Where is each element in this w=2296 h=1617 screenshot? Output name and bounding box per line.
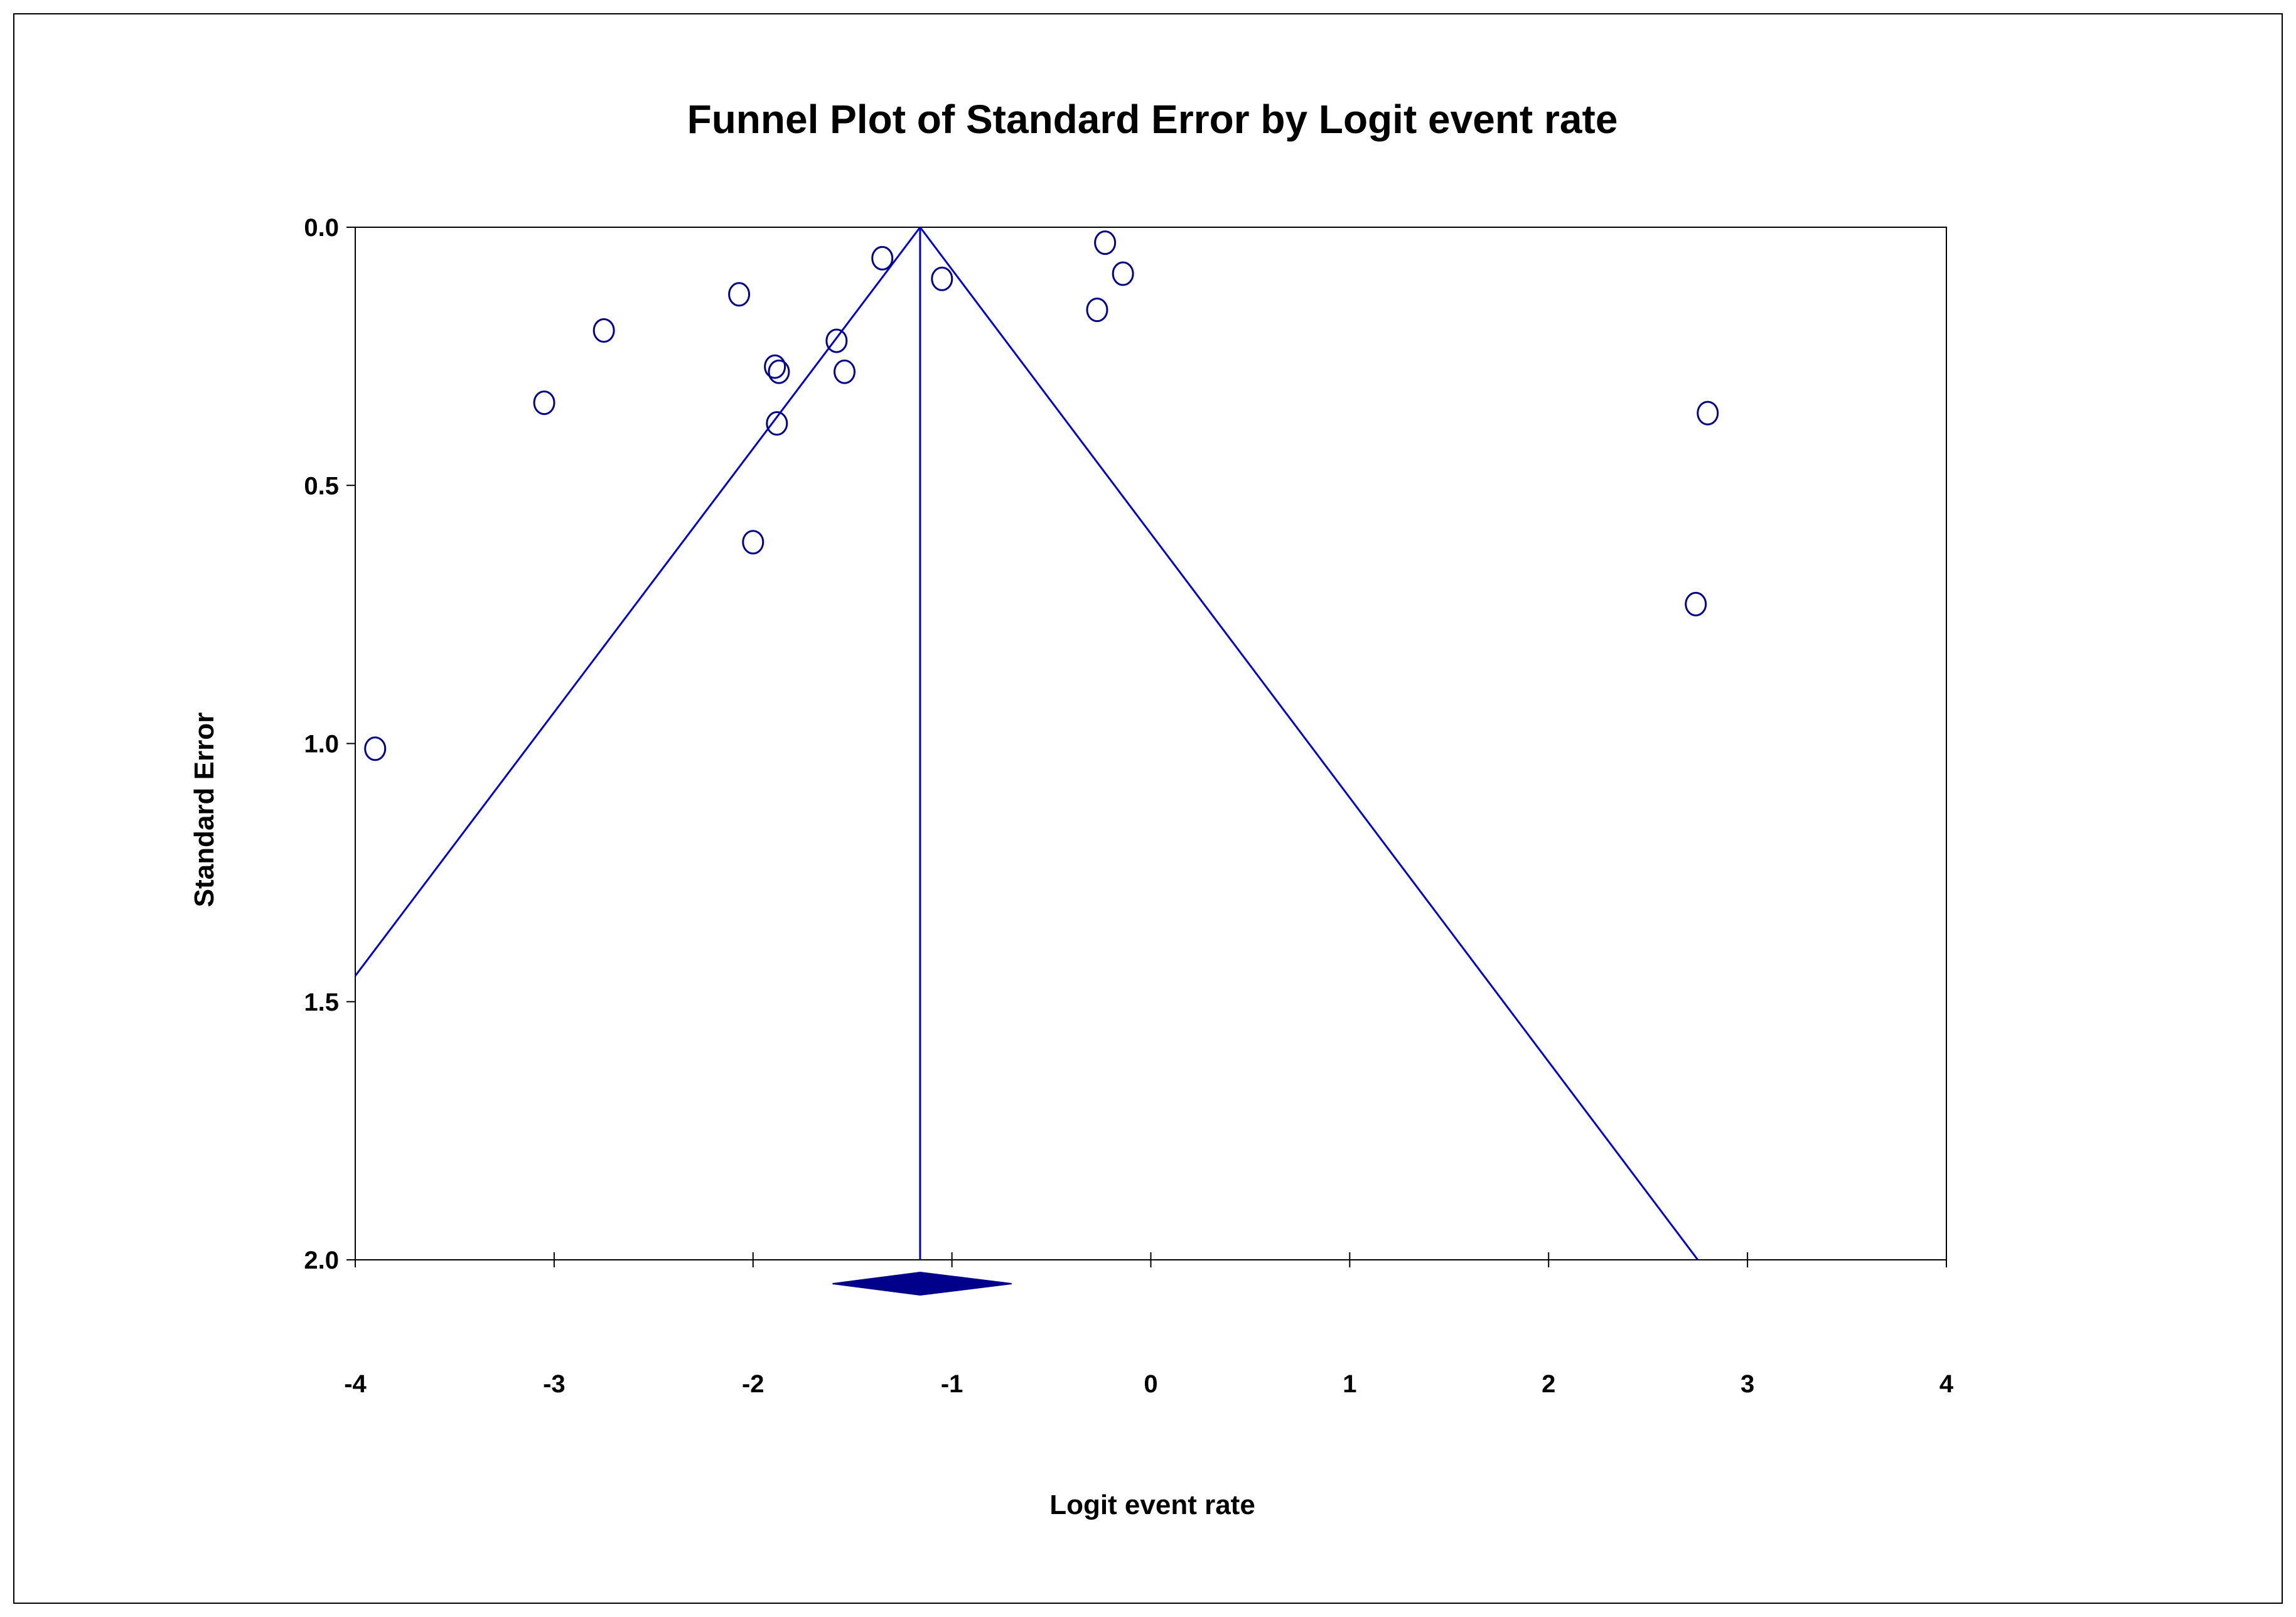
outer-border [13, 13, 2283, 1604]
data-points [364, 230, 1719, 761]
y-tick-label: 0.0 [304, 214, 339, 242]
study-point [871, 245, 894, 271]
y-axis-ticks: 0.0 0.5 1.0 1.5 2.0 [304, 214, 355, 1274]
x-tick-label: -3 [543, 1370, 566, 1398]
funnel-line-right [919, 227, 1699, 1260]
x-tick-label: -4 [344, 1370, 367, 1398]
chart-title: Funnel Plot of Standard Error by Logit e… [687, 97, 1618, 142]
study-point [742, 530, 764, 555]
study-point [1094, 230, 1117, 255]
study-point [1685, 591, 1707, 616]
study-point [1697, 400, 1719, 426]
study-point [766, 411, 788, 436]
study-point [728, 282, 751, 307]
study-point [1086, 298, 1108, 323]
summary-diamond [832, 1271, 1012, 1296]
x-tick-label: 4 [1939, 1370, 1954, 1398]
x-axis-title: Logit event rate [1049, 1490, 1255, 1520]
y-tick-label: 0.5 [304, 472, 339, 500]
x-axis-ticks: -4 -3 -2 -1 0 1 2 3 4 [344, 1252, 1954, 1398]
x-tick-label: 3 [1741, 1370, 1754, 1398]
x-tick-label: -2 [742, 1370, 764, 1398]
study-point [364, 736, 387, 761]
y-axis-title: Standard Error [189, 712, 220, 908]
x-tick-label: -1 [941, 1370, 963, 1398]
funnel-lines [354, 227, 1699, 1260]
y-tick-label: 1.0 [304, 731, 339, 758]
study-point [768, 359, 790, 384]
funnel-line-left [354, 227, 921, 977]
x-tick-label: 1 [1343, 1370, 1356, 1398]
study-point [1112, 261, 1134, 286]
plot-area [355, 227, 1947, 1260]
x-tick-label: 2 [1542, 1370, 1555, 1398]
y-tick-label: 2.0 [304, 1247, 339, 1274]
study-point [593, 318, 615, 343]
x-tick-label: 0 [1144, 1370, 1157, 1398]
summary-diamond-shape [832, 1271, 1012, 1296]
study-point [931, 266, 953, 291]
study-point [834, 359, 856, 384]
y-tick-label: 1.5 [304, 989, 339, 1016]
study-point [825, 328, 848, 353]
study-point [764, 354, 786, 379]
study-point [533, 390, 555, 416]
